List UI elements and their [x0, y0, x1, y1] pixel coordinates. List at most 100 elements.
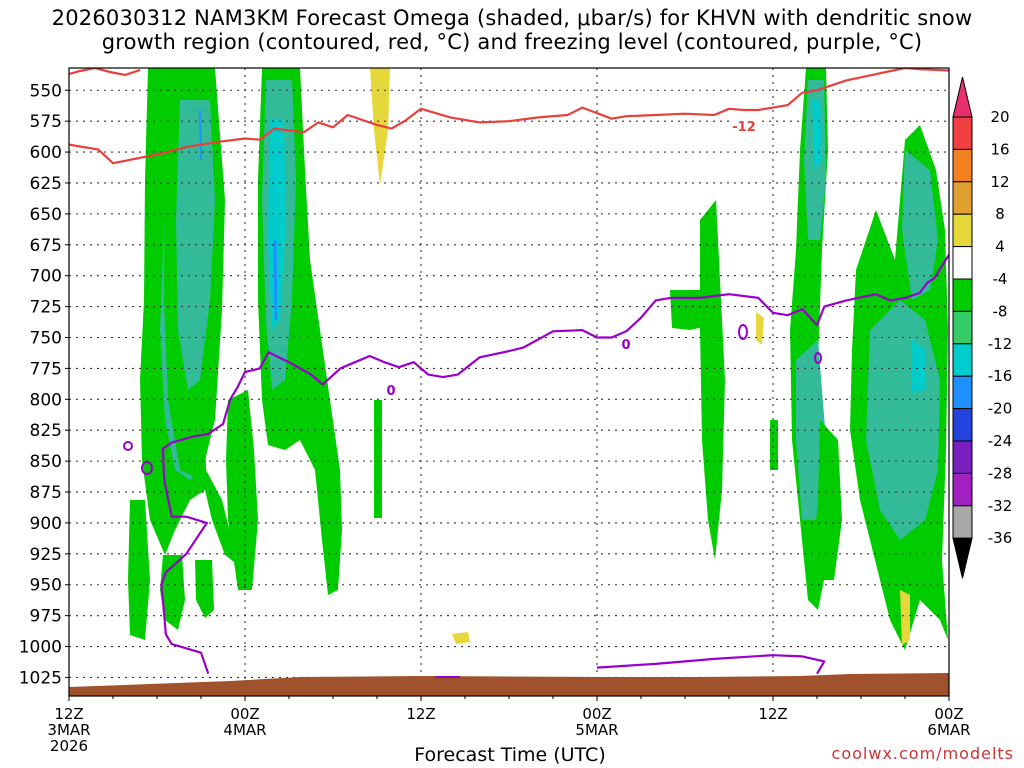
colorbar-label: 4	[995, 238, 1005, 256]
label-bg	[620, 337, 632, 351]
colorbar-label: -4	[993, 270, 1008, 288]
omega-max-core	[273, 239, 278, 321]
colorbar-label: -12	[988, 335, 1013, 353]
freezing-contour-label: 0	[386, 384, 395, 399]
colorbar-swatch	[952, 310, 973, 345]
y-axis: 550 575 600 625 650 675 700 725 750 775 800 825 850 8…	[19, 81, 69, 688]
x-tick-label: 4MAR	[223, 721, 266, 739]
colorbar-swatch	[952, 440, 973, 474]
y-tick-label: 900	[30, 514, 62, 534]
omega-region	[912, 340, 926, 392]
omega-region	[452, 632, 470, 644]
y-tick-label: 750	[30, 328, 62, 348]
y-tick-label: 700	[30, 267, 62, 287]
y-tick-label: 775	[30, 359, 62, 379]
freezing-contour-label: 0	[621, 338, 630, 353]
omega-region	[195, 560, 214, 618]
omega-region	[818, 420, 842, 580]
freezing-closed-contour	[123, 441, 133, 451]
x-tick-label: 00Z	[230, 705, 259, 723]
colorbar-label: -8	[993, 302, 1008, 320]
freezing-closed-contour	[814, 352, 822, 364]
colorbar-swatch	[952, 505, 973, 539]
omega-shading	[128, 68, 948, 650]
credit-text: coolwx.com/modelts	[831, 744, 1014, 763]
colorbar-swatch	[952, 537, 973, 579]
x-tick-label: 00Z	[934, 705, 963, 723]
terrain-surface	[69, 673, 949, 696]
colorbar-label: -16	[988, 367, 1013, 385]
y-tick-label: 875	[30, 483, 62, 503]
omega-max-core	[199, 109, 202, 161]
y-tick-label: 725	[30, 298, 62, 318]
x-tick-label: 12Z	[406, 705, 435, 723]
colorbar-swatch	[952, 246, 973, 280]
colorbar-label: -20	[988, 400, 1013, 418]
colorbar-swatch	[952, 375, 973, 410]
colorbar-swatch	[952, 278, 973, 312]
y-tick-label: 600	[30, 143, 62, 163]
omega-region	[770, 420, 778, 470]
colorbar-label: -32	[988, 497, 1013, 515]
omega-region	[128, 500, 150, 640]
x-tick-label: 3MAR	[47, 721, 90, 739]
colorbar-swatch	[952, 148, 973, 183]
omega-region	[756, 312, 764, 345]
x-tick-label: 12Z	[54, 705, 83, 723]
y-tick-label: 975	[30, 607, 62, 627]
x-tick-label: 2026	[50, 737, 88, 755]
omega-region	[900, 590, 910, 645]
dgz-contour-label: -12	[732, 120, 756, 135]
contour-labels: -12 0 0	[386, 117, 759, 399]
x-tick-label: 12Z	[758, 705, 787, 723]
y-tick-label: 650	[30, 205, 62, 225]
colorbar: 20 16 12 8 4 -4 -8 -12 -16 -20 -24 -28 -32 -36	[952, 76, 1013, 579]
x-tick-label: 5MAR	[575, 721, 618, 739]
terrain-fill	[69, 673, 949, 696]
colorbar-label: 16	[990, 140, 1009, 158]
colorbar-swatch	[952, 181, 973, 215]
y-tick-label: 825	[30, 421, 62, 441]
colorbar-label: 20	[990, 108, 1009, 126]
y-tick-label: 850	[30, 452, 62, 472]
y-tick-label: 550	[30, 81, 62, 101]
freezing-closed-contour	[141, 461, 153, 475]
colorbar-swatch	[952, 472, 973, 507]
dgz-contour-line	[69, 68, 949, 165]
colorbar-label: -36	[988, 529, 1013, 547]
y-tick-label: 625	[30, 174, 62, 194]
omega-region	[300, 380, 318, 430]
label-bg	[729, 117, 759, 133]
colorbar-swatch	[952, 116, 973, 150]
colorbar-label: 12	[990, 173, 1009, 191]
y-tick-label: 675	[30, 236, 62, 256]
omega-region	[226, 390, 258, 590]
chart-title-line1: 2026030312 NAM3KM Forecast Omega (shaded…	[51, 6, 973, 30]
colorbar-label: -24	[988, 432, 1013, 450]
colorbar-swatch	[952, 213, 973, 248]
freezing-level-line	[596, 654, 826, 675]
x-tick-label: 6MAR	[927, 721, 970, 739]
y-tick-label: 800	[30, 390, 62, 410]
x-tick-label: 00Z	[582, 705, 611, 723]
colorbar-label: 8	[995, 205, 1005, 223]
chart-title-line2: growth region (contoured, red, °C) and f…	[101, 30, 923, 54]
colorbar-label: -28	[988, 464, 1013, 482]
contours	[69, 68, 949, 678]
label-bg	[386, 383, 396, 397]
freezing-level-line	[160, 254, 949, 675]
y-tick-label: 575	[30, 112, 62, 132]
dgz-contour-line	[69, 68, 141, 77]
omega-region	[268, 120, 286, 330]
colorbar-swatch	[952, 343, 973, 377]
x-axis-title: Forecast Time (UTC)	[414, 744, 606, 766]
omega-region	[902, 150, 938, 300]
colorbar-swatch	[952, 76, 973, 118]
y-tick-label: 1000	[19, 638, 62, 658]
freezing-closed-contour	[738, 324, 748, 340]
y-tick-label: 1025	[19, 668, 62, 688]
omega-region	[374, 400, 382, 518]
y-tick-label: 950	[30, 576, 62, 596]
